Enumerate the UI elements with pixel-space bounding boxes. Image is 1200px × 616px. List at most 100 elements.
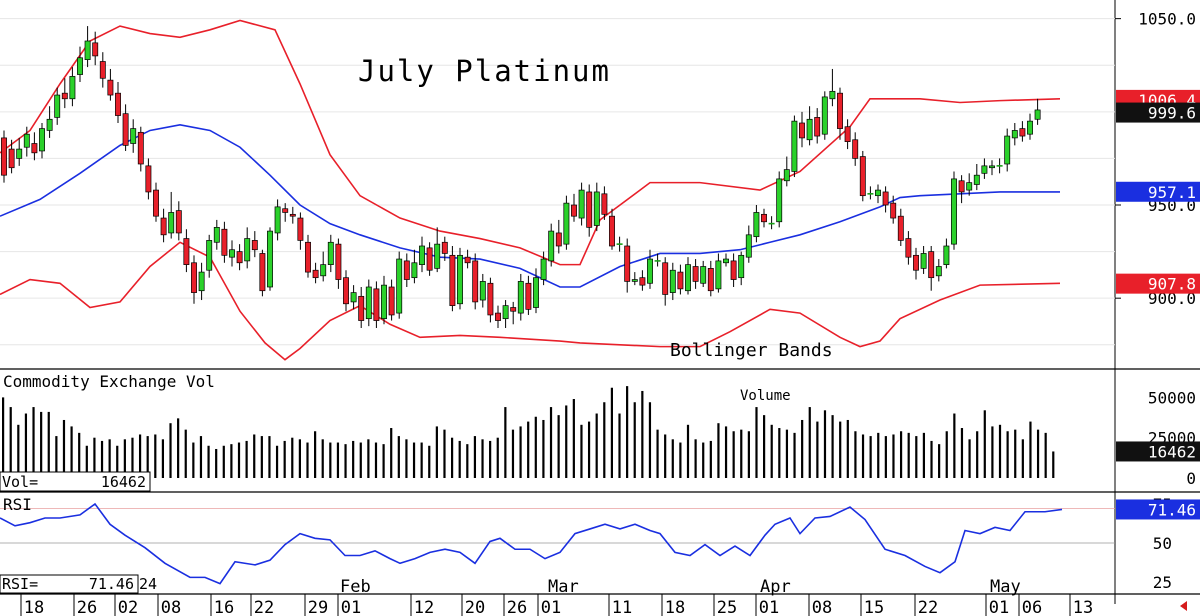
volume-bar [899, 431, 903, 478]
candle [206, 234, 213, 278]
x-tick-label: 01 [341, 598, 361, 616]
candlestick-series [1, 26, 1041, 328]
volume-bar [671, 439, 674, 478]
volume-bar [801, 419, 804, 478]
candle [168, 191, 175, 239]
volume-bar [420, 442, 423, 478]
volume-bar [686, 424, 690, 478]
x-tick-label: 01 [989, 598, 1009, 616]
x-tick-label: 25 [717, 598, 737, 616]
candle [335, 238, 342, 289]
volume-bar [47, 411, 50, 478]
candle [624, 238, 631, 293]
candle [517, 273, 524, 321]
candle [1011, 123, 1018, 146]
volume-bar [572, 399, 575, 478]
x-tick-label: 16 [214, 598, 234, 616]
volume-bar [428, 445, 431, 478]
bollinger-lower-line [0, 241, 1061, 361]
candle [578, 182, 585, 226]
volume-bar [770, 424, 773, 478]
volume-bar [390, 428, 393, 478]
volume-bar [839, 421, 842, 478]
volume-bar [626, 386, 629, 478]
price-marker-box [1116, 181, 1200, 202]
scroll-left-arrow-icon[interactable] [1180, 601, 1187, 611]
candle [829, 68, 836, 107]
volume-bar [610, 387, 613, 478]
candle [251, 231, 258, 258]
volume-bar [374, 442, 378, 478]
volume-bar [702, 442, 705, 478]
volume-bar [207, 445, 210, 478]
volume-bar [367, 439, 370, 478]
volume-bar [230, 444, 233, 478]
candle [571, 193, 577, 222]
volume-bar [922, 432, 926, 478]
candle [77, 46, 83, 82]
volume-bar [123, 439, 126, 478]
x-tick-label: 20 [465, 598, 485, 616]
volume-bar [846, 419, 849, 478]
candle [350, 285, 357, 310]
candle [312, 262, 319, 284]
candle [388, 279, 395, 321]
rsi-readout-label: RSI= [2, 575, 38, 593]
candle [282, 203, 289, 222]
candle [761, 208, 767, 228]
candle [434, 227, 441, 273]
candle [913, 247, 919, 280]
x-tick-label: 26 [507, 598, 527, 616]
volume-bar [352, 440, 355, 478]
candle [145, 158, 152, 200]
volume-bar [998, 424, 1002, 478]
candle [730, 253, 737, 287]
candle [267, 227, 273, 291]
volume-bar [732, 431, 735, 478]
volume-bar [283, 440, 286, 478]
bollinger-upper-line [0, 19, 1061, 266]
volume-bar [991, 426, 994, 478]
candle [821, 91, 828, 140]
volume-readout-box [0, 471, 151, 492]
candle [305, 234, 311, 278]
candle [396, 251, 403, 319]
volume-bar [108, 439, 111, 478]
volume-bar [32, 407, 35, 478]
volume-bar [968, 439, 971, 478]
candle [593, 182, 600, 232]
volume-panel-title: Commodity Exchange Vol [3, 372, 215, 391]
volume-bar [869, 436, 872, 478]
candle [221, 221, 228, 263]
rsi-readout-value: 71.46 [89, 575, 134, 593]
volume-bar [62, 419, 66, 478]
volume-bar [260, 436, 263, 478]
candle [707, 260, 714, 297]
volume-bar [907, 432, 910, 478]
volume-bar [199, 436, 203, 478]
candle [495, 305, 501, 328]
bollinger-bands [0, 19, 1061, 361]
candle [768, 216, 775, 230]
candle [289, 206, 296, 224]
candle [31, 132, 38, 161]
candle [487, 277, 494, 323]
rsi-marker-label: 71.46 [1148, 500, 1196, 519]
candle [381, 275, 387, 325]
volume-bar [557, 415, 560, 478]
x-tick-label: 06 [1022, 598, 1042, 616]
candle [259, 249, 266, 297]
volume-bar [184, 429, 187, 478]
candle [320, 251, 327, 282]
candle [859, 150, 866, 202]
volume-bar [603, 402, 606, 478]
candle [928, 246, 935, 291]
rsi-readout-box [0, 574, 139, 594]
candle [99, 52, 106, 88]
candle [753, 205, 760, 243]
candle [274, 199, 281, 241]
price-tick-label: 900.0 [1148, 289, 1196, 308]
x-axis: 18 26 02 08 16 22 29 01 12 20 26 01 11 18 25 01 08 15 22 01… [20, 577, 1093, 616]
volume-bar [740, 429, 743, 478]
